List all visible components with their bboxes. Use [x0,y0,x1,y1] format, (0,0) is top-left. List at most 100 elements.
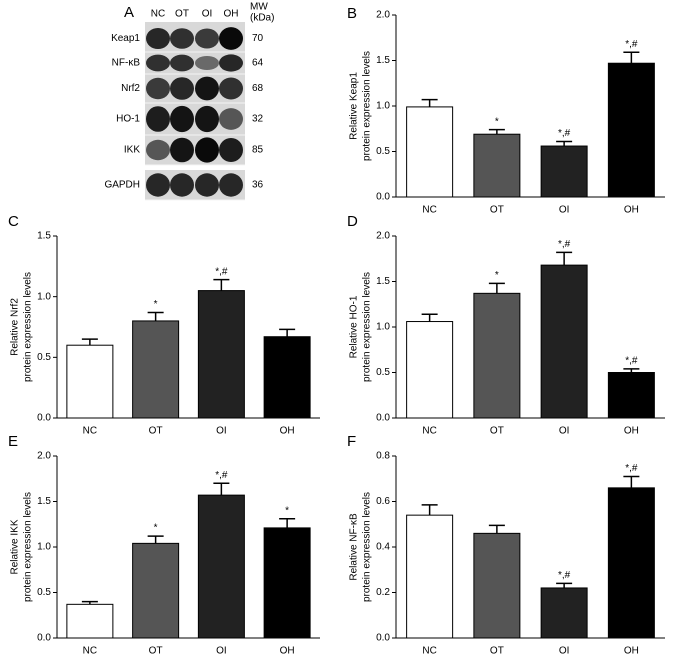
y-tick-label: 0.2 [376,587,390,598]
blot-band [195,28,219,49]
significance-label: *,# [558,128,571,139]
bar [406,514,454,639]
blot-band [219,138,243,162]
x-tick-label: OI [559,426,570,437]
blot-band [195,137,219,163]
y-axis-label: Relative IKK [10,519,21,574]
bar [197,494,245,639]
blot-band [146,54,170,72]
y-tick-label: 1.0 [37,542,51,553]
y-tick-label: 2.0 [376,10,390,21]
significance-label: * [154,523,158,534]
protein-label: GAPDH [104,180,140,191]
x-tick-label: OI [216,426,227,437]
bar [473,292,521,419]
bar [406,106,454,198]
x-tick-label: OH [280,426,295,437]
panel-letter: E [8,433,18,450]
y-tick-label: 0.5 [37,587,51,598]
lane-label: OT [175,9,189,20]
x-tick-label: OT [490,426,504,437]
y-axis-label: protein expression levels [23,272,34,382]
y-axis-label: Relative Keap1 [349,72,360,140]
significance-label: *,# [625,356,638,367]
lane-label: OH [224,9,239,20]
y-tick-label: 0.5 [376,146,390,157]
y-tick-label: 2.0 [376,231,390,242]
y-tick-label: 1.5 [376,55,390,66]
lane-label: OI [202,9,213,20]
y-tick-label: 1.0 [376,101,390,112]
bar [66,603,114,639]
y-tick-label: 0.5 [37,352,51,363]
significance-label: * [154,299,158,310]
panel-letter: C [8,213,19,230]
x-tick-label: OH [624,646,639,657]
blot-band [195,173,219,197]
blot-band [146,173,170,197]
x-tick-label: NC [83,646,97,657]
blot-band [170,137,194,163]
x-tick-label: OH [280,646,295,657]
bar [197,290,245,419]
x-tick-label: OT [490,646,504,657]
protein-label: Nrf2 [121,83,140,94]
significance-label: *,# [625,39,638,50]
panel-letter: D [347,213,358,230]
mw-label: 68 [252,83,264,94]
y-tick-label: 2.0 [37,451,51,462]
bar [540,264,588,419]
x-tick-label: NC [422,205,436,216]
blot-band [219,27,243,50]
blot-band [219,173,243,197]
bar [473,532,521,639]
western-blot [145,22,245,201]
x-tick-label: NC [83,426,97,437]
y-tick-label: 0.5 [376,367,390,378]
protein-label: IKK [124,145,140,156]
bar [66,344,114,419]
y-tick-label: 0.6 [376,496,390,507]
protein-label: NF-κB [112,58,141,69]
blot-band [170,28,194,49]
y-axis-label: protein expression levels [362,492,373,602]
mw-header: (kDa) [250,13,274,24]
y-axis-label: Relative NF-κB [349,513,360,581]
bar [132,542,180,639]
y-tick-label: 0.0 [376,633,390,644]
lane-label: NC [151,9,165,20]
bar [132,320,180,419]
blot-band [195,105,219,133]
blot-band [170,173,194,197]
y-tick-label: 1.5 [376,276,390,287]
blot-band [170,77,194,100]
y-tick-label: 1.5 [37,496,51,507]
y-axis-label: protein expression levels [362,272,373,382]
x-tick-label: OT [149,426,163,437]
significance-label: * [285,505,289,516]
y-tick-label: 0.0 [37,413,51,424]
panel-letter: A [124,4,134,21]
y-tick-label: 1.0 [376,322,390,333]
bar [540,587,588,639]
x-tick-label: OI [559,646,570,657]
y-axis-label: Relative Nrf2 [10,298,21,356]
blot-band [219,77,243,100]
blot-band [146,106,170,132]
y-tick-label: 1.0 [37,291,51,302]
x-tick-label: OI [216,646,227,657]
y-tick-label: 0.0 [37,633,51,644]
blot-band [170,105,194,133]
y-tick-label: 0.0 [376,413,390,424]
panel-letter: B [347,5,357,22]
blot-band [195,76,219,101]
y-tick-label: 0.0 [376,192,390,203]
bar [263,336,311,419]
blot-band [146,77,170,100]
y-axis-label: protein expression levels [362,51,373,161]
mw-label: 32 [252,114,264,125]
significance-label: * [495,270,499,281]
x-tick-label: NC [422,646,436,657]
bar [540,145,588,198]
significance-label: *,# [215,266,228,277]
